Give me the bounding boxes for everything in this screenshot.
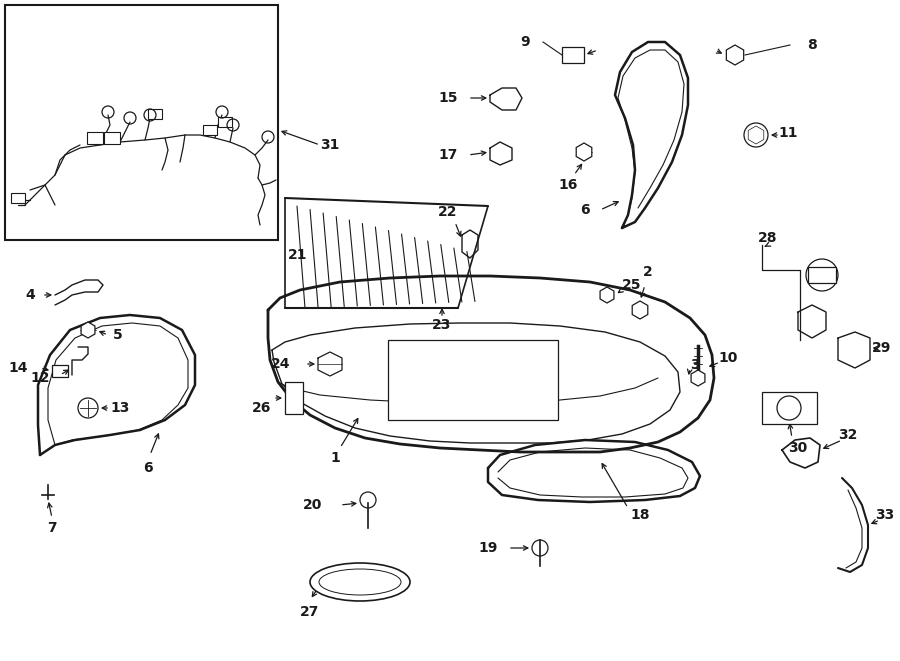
- Bar: [218, 117, 232, 127]
- Text: 21: 21: [288, 248, 308, 262]
- Text: 8: 8: [807, 38, 817, 52]
- Text: 15: 15: [438, 91, 458, 105]
- Bar: [203, 125, 217, 135]
- Bar: [285, 382, 303, 414]
- Text: 2: 2: [644, 265, 652, 279]
- Text: 6: 6: [143, 461, 153, 475]
- Text: 23: 23: [432, 318, 452, 332]
- Bar: [52, 365, 68, 377]
- Text: 31: 31: [320, 138, 339, 152]
- Bar: [87, 132, 103, 144]
- Bar: [148, 109, 162, 119]
- Text: 22: 22: [438, 205, 458, 219]
- Text: 9: 9: [520, 35, 530, 49]
- Bar: [562, 47, 584, 63]
- Bar: [388, 340, 558, 420]
- Ellipse shape: [310, 563, 410, 601]
- Text: 16: 16: [558, 178, 578, 192]
- Text: 5: 5: [113, 328, 123, 342]
- Ellipse shape: [319, 569, 401, 595]
- Text: 6: 6: [580, 203, 590, 217]
- Text: 29: 29: [872, 341, 892, 355]
- Bar: [5, 5, 278, 240]
- Text: 14: 14: [8, 361, 28, 375]
- Text: 33: 33: [876, 508, 895, 522]
- Bar: [104, 132, 120, 144]
- Text: 18: 18: [630, 508, 650, 522]
- Text: 30: 30: [788, 441, 807, 455]
- Bar: [11, 193, 25, 203]
- Text: 28: 28: [758, 231, 778, 245]
- Text: 4: 4: [25, 288, 35, 302]
- Text: 26: 26: [252, 401, 272, 415]
- Text: 12: 12: [31, 371, 50, 385]
- Text: 3: 3: [690, 358, 700, 372]
- Text: 24: 24: [271, 357, 290, 371]
- Text: 10: 10: [718, 351, 738, 365]
- Text: 27: 27: [301, 605, 320, 619]
- Text: 20: 20: [302, 498, 322, 512]
- Text: 25: 25: [622, 278, 642, 292]
- Text: 19: 19: [479, 541, 498, 555]
- Bar: [762, 392, 817, 424]
- Bar: [808, 267, 836, 283]
- Text: 7: 7: [47, 521, 57, 535]
- Text: 32: 32: [838, 428, 858, 442]
- Text: 13: 13: [111, 401, 130, 415]
- Text: 11: 11: [778, 126, 797, 140]
- Text: 1: 1: [330, 451, 340, 465]
- Text: 17: 17: [438, 148, 458, 162]
